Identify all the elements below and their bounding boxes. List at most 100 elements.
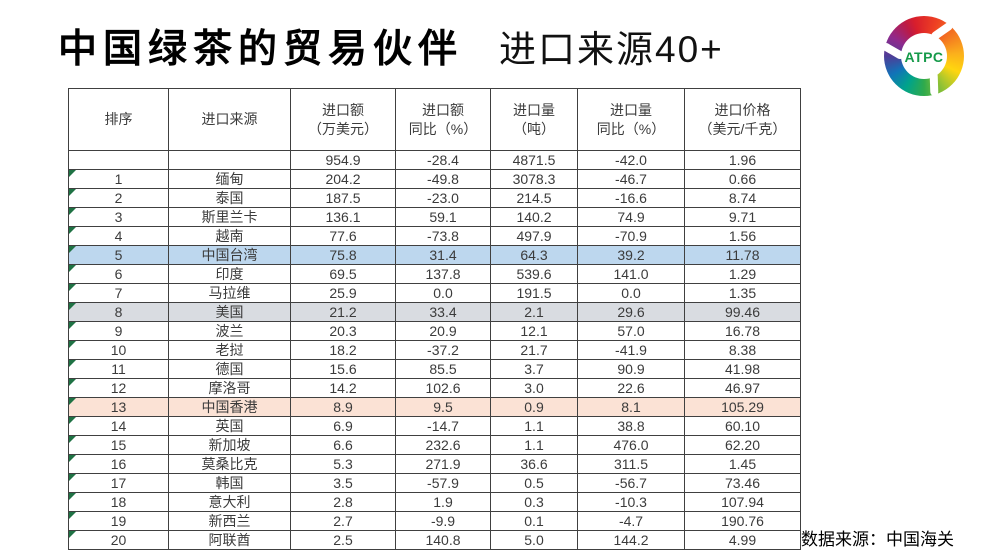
cell-value: 311.5 xyxy=(577,454,685,474)
cell-value: 74.9 xyxy=(577,207,685,227)
table-row: 17 韩国 3.5 -57.9 0.5 -56.7 73.46 xyxy=(68,473,801,493)
cell-source: 老挝 xyxy=(168,340,291,360)
cell-value: -10.3 xyxy=(577,492,685,512)
cell-value: -57.9 xyxy=(395,473,491,493)
cell-value: 136.1 xyxy=(290,207,396,227)
cell-source: 新加坡 xyxy=(168,435,291,455)
cell-value: 20.3 xyxy=(290,321,396,341)
table-row: 13 中国香港 8.9 9.5 0.9 8.1 105.29 xyxy=(68,397,801,417)
excel-error-triangle-icon xyxy=(69,265,76,272)
cell-value: 16.78 xyxy=(684,321,801,341)
cell-value: 90.9 xyxy=(577,359,685,379)
cell-value: 2.8 xyxy=(290,492,396,512)
cell-rank: 17 xyxy=(68,473,169,493)
page-title: 中国绿茶的贸易伙伴 进口来源40+ xyxy=(58,18,724,74)
cell-value: 140.8 xyxy=(395,530,491,550)
cell-rank: 20 xyxy=(68,530,169,550)
cell-value: 85.5 xyxy=(395,359,491,379)
cell-source: 摩洛哥 xyxy=(168,378,291,398)
cell-value: -23.0 xyxy=(395,188,491,208)
cell-rank: 16 xyxy=(68,454,169,474)
excel-error-triangle-icon xyxy=(69,170,76,177)
cell-value: -4.7 xyxy=(577,511,685,531)
excel-error-triangle-icon xyxy=(69,189,76,196)
cell-value: 204.2 xyxy=(290,169,396,189)
excel-error-triangle-icon xyxy=(69,360,76,367)
table-row: 954.9 -28.4 4871.5 -42.0 1.96 xyxy=(68,150,801,170)
cell-value: 8.9 xyxy=(290,397,396,417)
cell-rank: 1 xyxy=(68,169,169,189)
cell-value: 9.71 xyxy=(684,207,801,227)
cell-value: 0.66 xyxy=(684,169,801,189)
cell-rank: 15 xyxy=(68,435,169,455)
table-row: 12 摩洛哥 14.2 102.6 3.0 22.6 46.97 xyxy=(68,378,801,398)
cell-value: 144.2 xyxy=(577,530,685,550)
cell-rank: 6 xyxy=(68,264,169,284)
cell-source xyxy=(168,150,291,170)
cell-value: -42.0 xyxy=(577,150,685,170)
cell-value: 2.1 xyxy=(490,302,578,322)
cell-value: 39.2 xyxy=(577,245,685,265)
import-sources-table: 排序 进口来源 进口额 （万美元） 进口额 同比（%） 进口量 （吨） 进口量 同比（%） 进口价格… xyxy=(68,88,801,550)
cell-value: 5.0 xyxy=(490,530,578,550)
table-row: 9 波兰 20.3 20.9 12.1 57.0 16.78 xyxy=(68,321,801,341)
cell-rank: 4 xyxy=(68,226,169,246)
cell-value: 59.1 xyxy=(395,207,491,227)
cell-source: 缅甸 xyxy=(168,169,291,189)
cell-value: 1.96 xyxy=(684,150,801,170)
cell-source: 韩国 xyxy=(168,473,291,493)
cell-value: 36.6 xyxy=(490,454,578,474)
table-row: 18 意大利 2.8 1.9 0.3 -10.3 107.94 xyxy=(68,492,801,512)
cell-rank: 2 xyxy=(68,188,169,208)
cell-value: 954.9 xyxy=(290,150,396,170)
cell-value: 69.5 xyxy=(290,264,396,284)
cell-value: 3078.3 xyxy=(490,169,578,189)
cell-rank: 8 xyxy=(68,302,169,322)
cell-value: 14.2 xyxy=(290,378,396,398)
table-row: 10 老挝 18.2 -37.2 21.7 -41.9 8.38 xyxy=(68,340,801,360)
cell-value: -49.8 xyxy=(395,169,491,189)
cell-rank: 3 xyxy=(68,207,169,227)
cell-value: 0.3 xyxy=(490,492,578,512)
cell-value: 60.10 xyxy=(684,416,801,436)
table-row: 16 莫桑比克 5.3 271.9 36.6 311.5 1.45 xyxy=(68,454,801,474)
cell-value: 2.5 xyxy=(290,530,396,550)
cell-value: 64.3 xyxy=(490,245,578,265)
excel-error-triangle-icon xyxy=(69,531,76,538)
column-header-5: 进口量 同比（%） xyxy=(577,88,685,151)
table-row: 2 泰国 187.5 -23.0 214.5 -16.6 8.74 xyxy=(68,188,801,208)
logo-text: ATPC xyxy=(904,49,944,65)
cell-value: 0.1 xyxy=(490,511,578,531)
cell-value: -16.6 xyxy=(577,188,685,208)
excel-error-triangle-icon xyxy=(69,417,76,424)
cell-rank: 11 xyxy=(68,359,169,379)
cell-value: 21.7 xyxy=(490,340,578,360)
cell-source: 阿联酋 xyxy=(168,530,291,550)
cell-value: 476.0 xyxy=(577,435,685,455)
cell-value: 8.1 xyxy=(577,397,685,417)
cell-value: 6.9 xyxy=(290,416,396,436)
cell-value: -14.7 xyxy=(395,416,491,436)
cell-value: 1.1 xyxy=(490,435,578,455)
cell-value: 107.94 xyxy=(684,492,801,512)
cell-value: 12.1 xyxy=(490,321,578,341)
cell-source: 马拉维 xyxy=(168,283,291,303)
cell-value: 2.7 xyxy=(290,511,396,531)
table-row: 1 缅甸 204.2 -49.8 3078.3 -46.7 0.66 xyxy=(68,169,801,189)
column-header-3: 进口额 同比（%） xyxy=(395,88,491,151)
logo-swirl-gap xyxy=(929,71,939,97)
cell-value: 18.2 xyxy=(290,340,396,360)
cell-value: 1.56 xyxy=(684,226,801,246)
cell-value: 21.2 xyxy=(290,302,396,322)
title-main: 中国绿茶的贸易伙伴 xyxy=(58,28,464,71)
excel-error-triangle-icon xyxy=(69,379,76,386)
cell-value: 191.5 xyxy=(490,283,578,303)
cell-value: 77.6 xyxy=(290,226,396,246)
excel-error-triangle-icon xyxy=(69,303,76,310)
cell-value: 3.5 xyxy=(290,473,396,493)
cell-value: 4.99 xyxy=(684,530,801,550)
cell-source: 泰国 xyxy=(168,188,291,208)
cell-value: 8.38 xyxy=(684,340,801,360)
cell-value: -41.9 xyxy=(577,340,685,360)
cell-value: 0.5 xyxy=(490,473,578,493)
